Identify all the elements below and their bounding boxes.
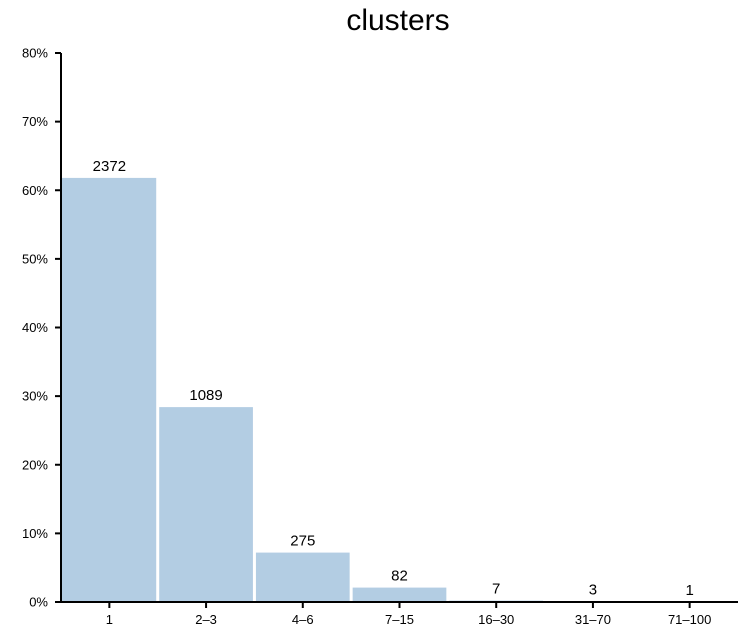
y-tick-label-7: 70%	[22, 114, 48, 129]
y-tick-label-5: 50%	[22, 251, 48, 266]
y-tick-label-2: 20%	[22, 457, 48, 472]
data-label-2: 275	[290, 533, 315, 550]
x-tick-label-5: 31–70	[575, 612, 611, 627]
y-tick-label-3: 30%	[22, 389, 48, 404]
y-tick-label-1: 10%	[22, 526, 48, 541]
chart-title: clusters	[346, 4, 449, 37]
bar-2	[255, 552, 350, 602]
y-tick-label-6: 60%	[22, 183, 48, 198]
bar-1	[159, 407, 253, 602]
bar-0	[61, 177, 157, 602]
y-axis: 0% 10% 20% 30% 40% 50% 60% 70% 80%	[22, 46, 62, 610]
x-tick-label-2: 4–6	[292, 612, 314, 627]
x-axis: 1 2–3 4–6 7–15 16–30 31–70 71–100	[61, 601, 738, 627]
data-labels-group: 2372 1089 275 82 7 3 1	[93, 158, 694, 599]
x-tick-label-0: 1	[106, 612, 113, 627]
data-label-4: 7	[492, 581, 500, 598]
x-tick-label-4: 16–30	[478, 612, 514, 627]
data-label-6: 1	[685, 582, 693, 599]
data-label-5: 3	[589, 581, 597, 598]
bars-group	[61, 177, 737, 602]
y-tick-label-0: 0%	[29, 595, 48, 610]
x-tick-label-3: 7–15	[385, 612, 414, 627]
data-label-0: 2372	[93, 158, 126, 175]
data-label-3: 82	[391, 568, 408, 585]
data-label-1: 1089	[189, 387, 222, 404]
y-tick-label-8: 80%	[22, 46, 48, 61]
y-tick-label-4: 40%	[22, 320, 48, 335]
x-tick-label-6: 71–100	[668, 612, 711, 627]
bar-3	[352, 587, 447, 602]
x-tick-label-1: 2–3	[195, 612, 217, 627]
